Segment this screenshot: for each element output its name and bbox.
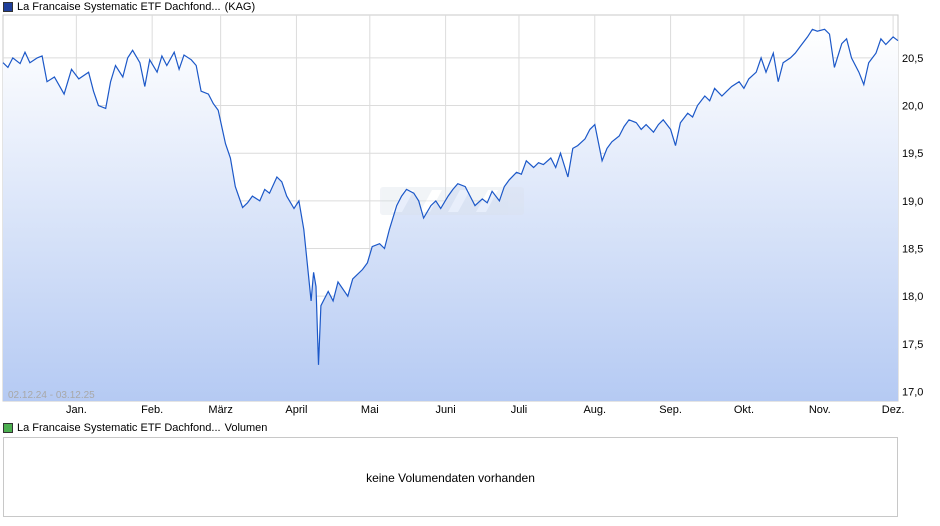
legend-price: La Francaise Systematic ETF Dachfond... …: [3, 0, 255, 14]
x-tick-label: Feb.: [141, 404, 163, 416]
x-tick-label: Nov.: [809, 404, 831, 416]
legend-price-name: La Francaise Systematic ETF Dachfond...: [17, 1, 221, 13]
legend-volume-suffix: Volumen: [224, 422, 268, 434]
date-range-label: 02.12.24 - 03.12.25: [8, 390, 95, 401]
legend-volume: La Francaise Systematic ETF Dachfond... …: [3, 421, 267, 435]
y-tick-label: 17,0: [902, 386, 923, 398]
series-line: [2, 28, 899, 365]
y-tick-label: 20,0: [902, 101, 923, 113]
legend-price-swatch-icon: [3, 2, 13, 12]
y-tick-label: 17,5: [902, 339, 923, 351]
watermark-logo: [380, 187, 524, 215]
x-tick-label: April: [285, 404, 307, 416]
x-tick-label: Jan.: [66, 404, 87, 416]
legend-price-suffix: (KAG): [224, 1, 256, 13]
x-tick-label: Juli: [511, 404, 528, 416]
y-tick-label: 18,5: [902, 244, 923, 256]
series-area: [3, 29, 898, 402]
price-chart[interactable]: 17,0 17,5 18,0 18,5 19,0 19,5 20,0 20,5 Jan. Feb…: [0, 0, 940, 420]
y-tick-label: 20,5: [902, 53, 923, 65]
legend-volume-swatch-icon: [3, 423, 13, 433]
x-tick-label: Mai: [361, 404, 379, 416]
y-axis: 17,0 17,5 18,0 18,5 19,0 19,5 20,0 20,5: [902, 53, 923, 399]
y-tick-label: 19,0: [902, 196, 923, 208]
x-tick-label: Okt.: [734, 404, 754, 416]
y-tick-label: 18,0: [902, 291, 923, 303]
no-volume-message: keine Volumendaten vorhanden: [366, 471, 535, 485]
x-axis: Jan. Feb. März April Mai Juni Juli Aug. Sep. Okt.…: [66, 404, 904, 416]
volume-panel: keine Volumendaten vorhanden: [3, 437, 898, 517]
y-tick-label: 19,5: [902, 148, 923, 160]
x-tick-label: Juni: [436, 404, 456, 416]
legend-volume-name: La Francaise Systematic ETF Dachfond...: [17, 422, 221, 434]
x-tick-label: Dez.: [882, 404, 905, 416]
x-tick-label: Sep.: [659, 404, 682, 416]
x-tick-label: Aug.: [583, 404, 606, 416]
x-tick-label: März: [208, 404, 232, 416]
